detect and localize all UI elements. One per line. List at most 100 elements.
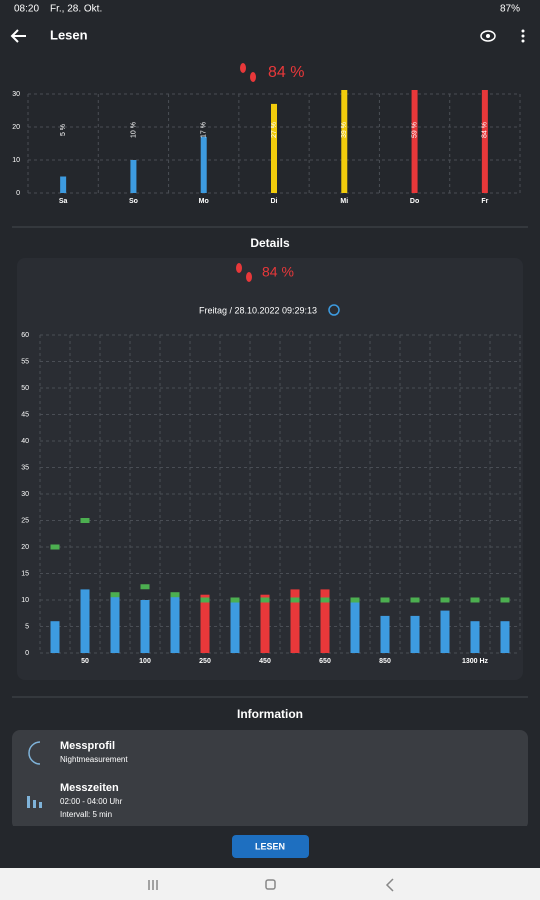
x-tick-label: Sa — [59, 198, 68, 205]
value-label: 59 % — [411, 122, 418, 138]
y-tick-label: 35 — [21, 464, 29, 471]
y-tick-label: 0 — [16, 190, 20, 197]
bar — [200, 136, 207, 193]
y-tick-label: 20 — [21, 544, 29, 551]
bar — [320, 589, 330, 653]
reference-marker — [260, 597, 270, 603]
details-value: 84 % — [262, 264, 294, 280]
bar — [350, 600, 360, 653]
weekly-chart: 0 10 20 30 Sa 5 % So 10 % Mo 17 % Di 27 % Mi 39 % Do 59… — [12, 90, 521, 205]
y-tick-label: 20 — [12, 124, 20, 131]
bar — [130, 160, 137, 193]
value-label: 10 % — [130, 122, 137, 138]
x-tick-label: 450 — [259, 658, 271, 665]
bar — [481, 90, 488, 193]
summary-value: 84 % — [268, 64, 304, 81]
y-tick-label: 15 — [21, 570, 29, 577]
y-tick-label: 30 — [21, 491, 29, 498]
info-item-title: Messprofil — [60, 740, 115, 752]
x-tick-label: 50 — [81, 658, 89, 665]
y-tick-label: 5 — [25, 623, 29, 630]
status-time: 08:20 — [14, 4, 39, 15]
value-label: 27 % — [271, 122, 278, 138]
x-tick-label: 850 — [379, 658, 391, 665]
reference-marker — [290, 597, 300, 603]
bar — [260, 594, 270, 653]
bar — [380, 615, 390, 653]
x-tick-label: So — [129, 198, 138, 205]
back-button[interactable] — [10, 29, 26, 43]
y-tick-label: 25 — [21, 517, 29, 524]
x-tick-label: Di — [271, 198, 278, 205]
refresh-icon[interactable] — [328, 304, 340, 316]
y-tick-label: 10 — [12, 157, 20, 164]
reference-marker — [500, 597, 510, 603]
bar — [170, 594, 180, 653]
y-tick-label: 0 — [25, 650, 29, 657]
bar — [140, 600, 150, 653]
value-label: 84 % — [482, 122, 489, 138]
bar — [341, 90, 348, 193]
reference-marker — [380, 597, 390, 603]
nav-back[interactable] — [385, 878, 394, 892]
nav-bar — [0, 868, 540, 900]
info-item-line: Intervall: 5 min — [60, 810, 112, 819]
feet-icon — [236, 263, 252, 282]
reference-marker — [110, 592, 120, 598]
bar — [60, 176, 67, 193]
menu-icon[interactable] — [521, 29, 525, 43]
bar — [230, 600, 240, 653]
value-label: 5 % — [60, 124, 67, 136]
reference-marker — [170, 592, 180, 598]
y-tick-label: 60 — [21, 332, 29, 339]
moon-icon — [28, 741, 41, 765]
y-tick-label: 30 — [12, 91, 20, 98]
information-card — [12, 730, 528, 830]
bar — [110, 594, 120, 653]
x-tick-label: Do — [410, 198, 419, 205]
info-item-line: 02:00 - 04:00 Uhr — [60, 797, 123, 806]
nav-recent[interactable] — [148, 880, 158, 890]
bar — [411, 90, 418, 193]
bar — [440, 610, 450, 653]
bar — [80, 589, 90, 653]
read-button-label[interactable]: LESEN — [255, 841, 285, 851]
feet-icon — [240, 63, 256, 82]
reference-marker — [440, 597, 450, 603]
reference-marker — [50, 544, 60, 550]
info-item-title: Messzeiten — [60, 782, 119, 794]
x-tick-label: Mi — [340, 198, 348, 205]
nav-home[interactable] — [265, 879, 276, 890]
bars-icon — [27, 796, 42, 808]
timestamp: Freitag / 28.10.2022 09:29:13 — [199, 305, 317, 315]
reference-marker — [410, 597, 420, 603]
bar — [271, 103, 277, 193]
read-button[interactable] — [232, 835, 309, 858]
bars — [50, 589, 510, 653]
details-card — [17, 258, 523, 680]
value-label: 17 % — [201, 122, 208, 138]
y-tick-label: 45 — [21, 411, 29, 418]
bar — [200, 594, 210, 653]
reference-marker — [140, 584, 150, 590]
eye-icon[interactable] — [480, 30, 496, 42]
status-date: Fr., 28. Okt. — [50, 4, 102, 15]
info-item-line: Nightmeasurement — [60, 755, 128, 764]
bar — [410, 615, 420, 653]
reference-marker — [230, 597, 240, 603]
details-title: Details — [250, 236, 290, 250]
x-tick-label: Mo — [199, 198, 209, 205]
bar — [50, 621, 60, 653]
bars — [60, 90, 488, 193]
app-title: Lesen — [50, 27, 88, 42]
bar — [290, 589, 300, 653]
y-tick-label: 50 — [21, 385, 29, 392]
y-tick-label: 55 — [21, 358, 29, 365]
value-label: 39 % — [341, 122, 348, 138]
reference-marker — [470, 597, 480, 603]
x-tick-label: 100 — [139, 658, 151, 665]
x-tick-label: 650 — [319, 658, 331, 665]
x-tick-label: 1300 Hz — [462, 658, 489, 665]
y-tick-label: 10 — [21, 597, 29, 604]
